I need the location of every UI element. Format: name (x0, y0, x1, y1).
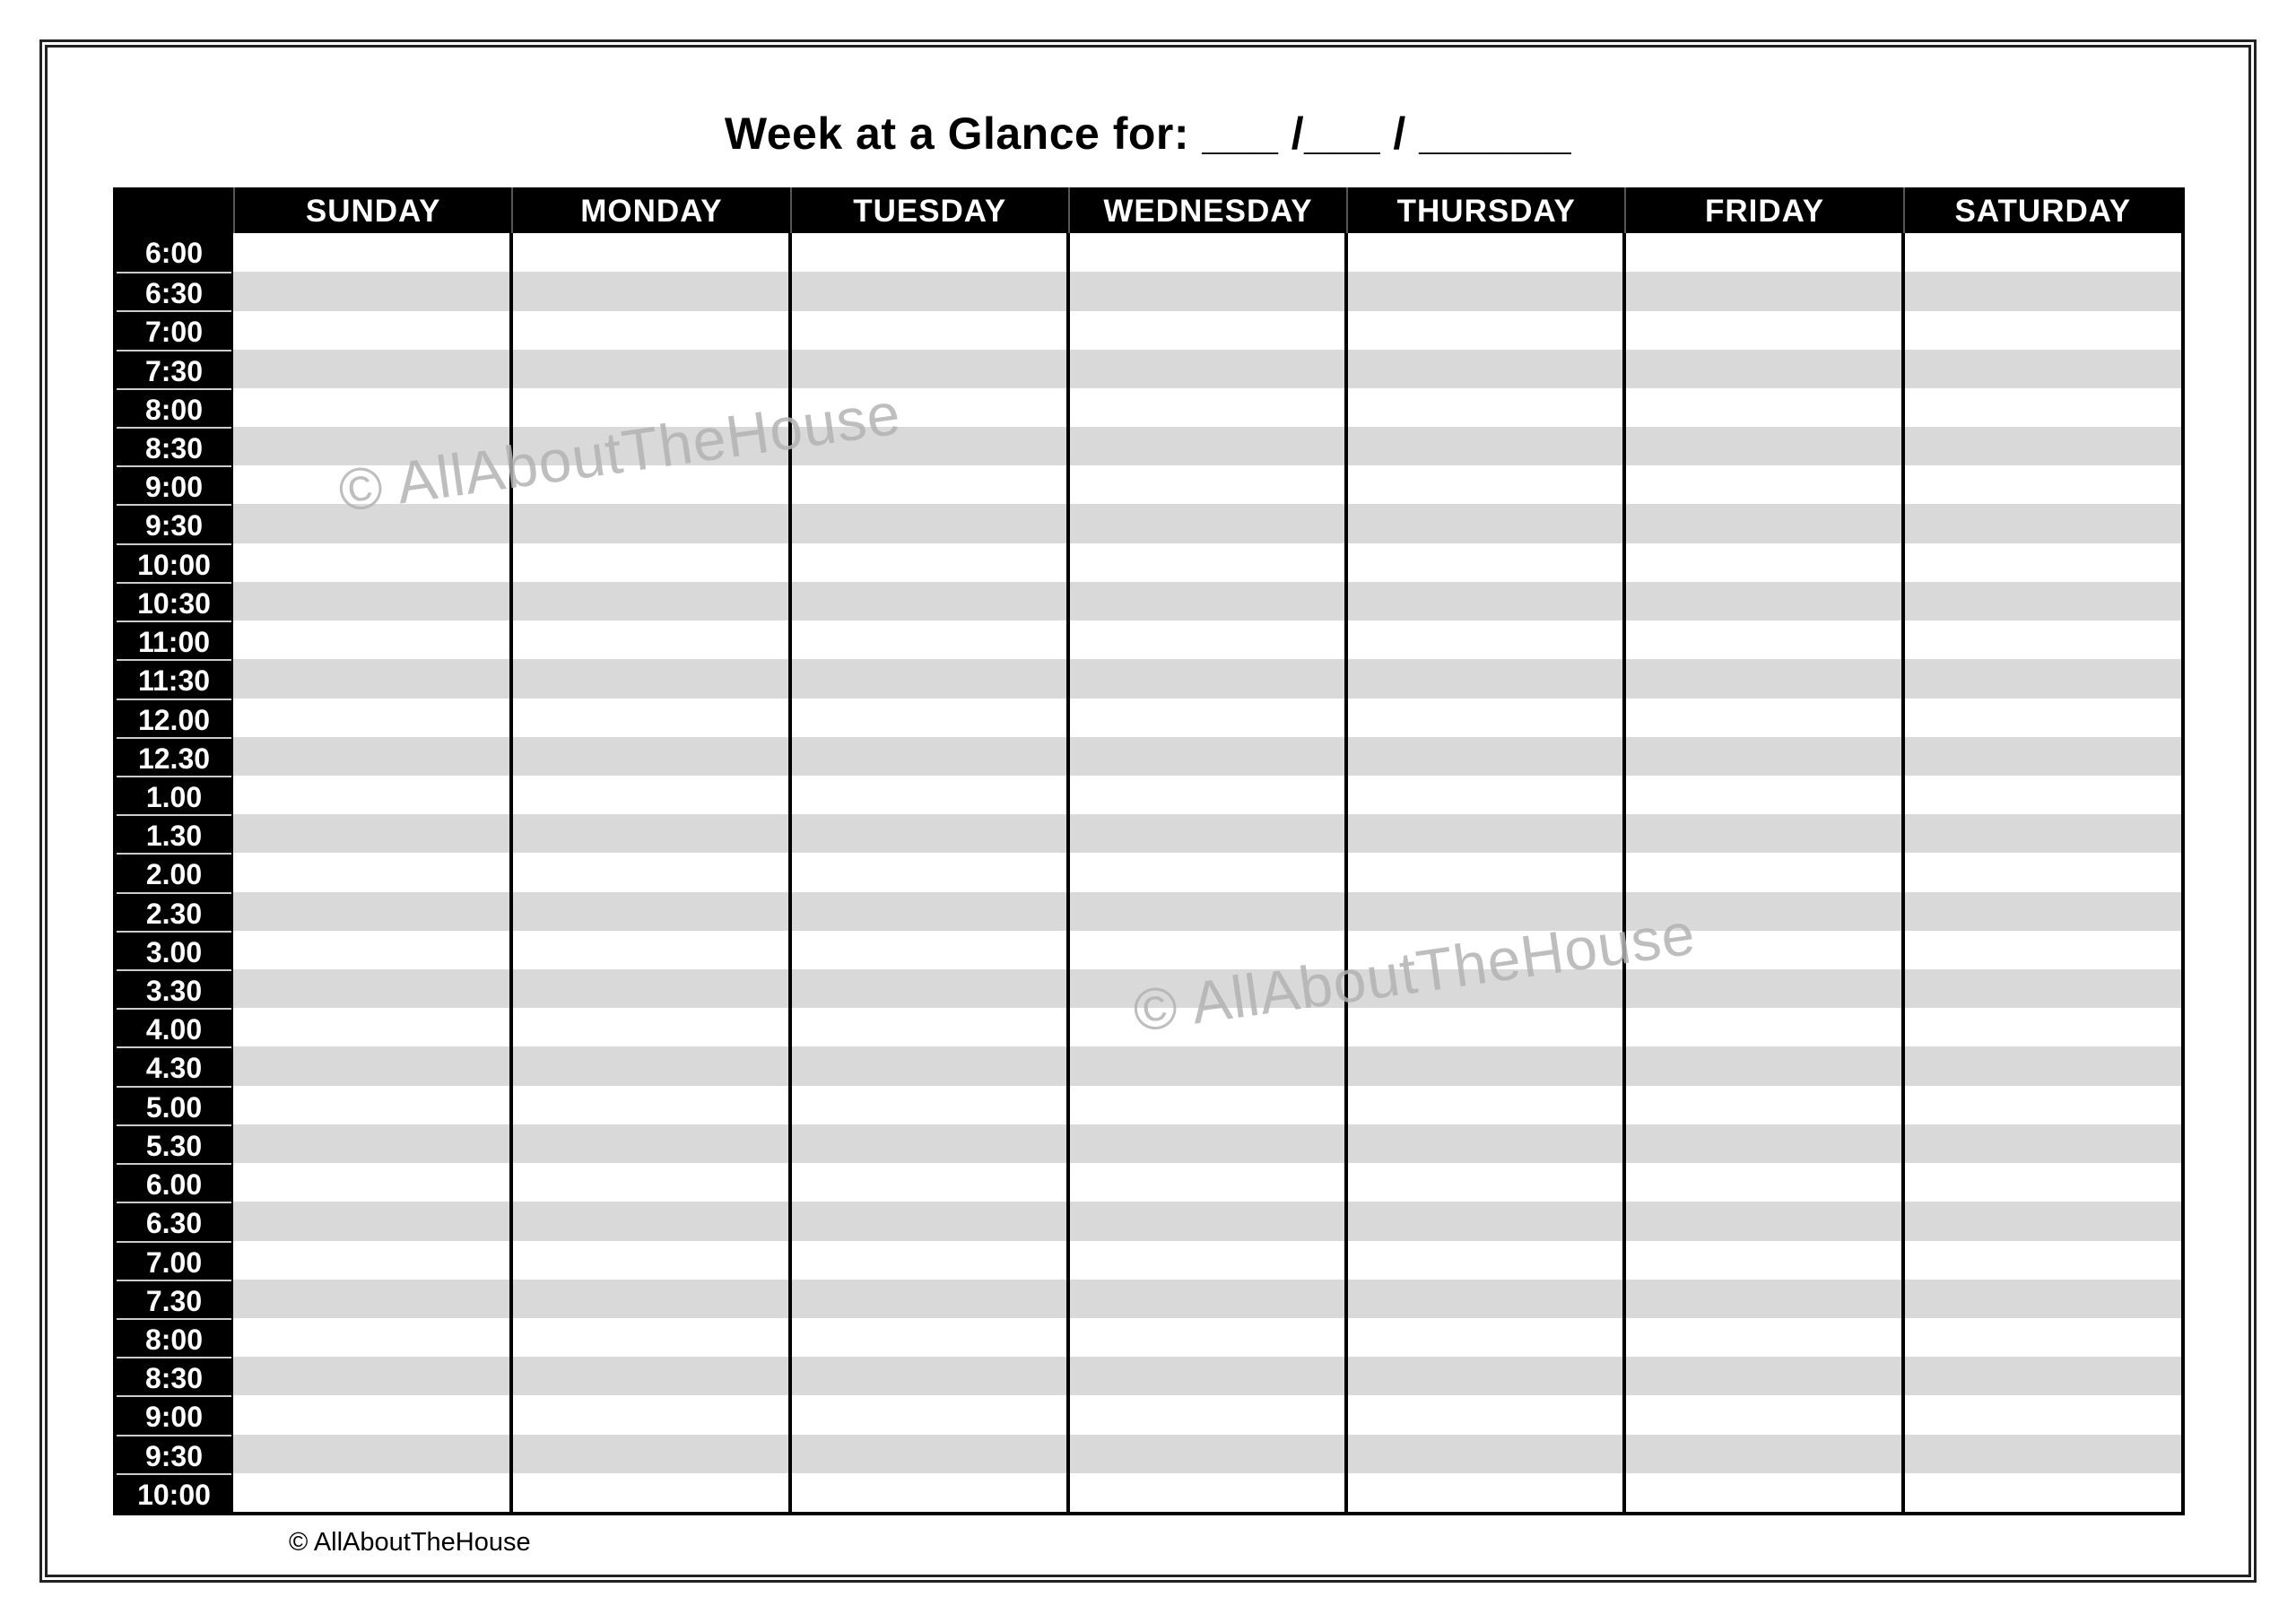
time-slot-row[interactable] (233, 1434, 2181, 1473)
time-label: 6.30 (117, 1202, 231, 1240)
time-slot-row[interactable] (233, 233, 2181, 272)
day-header-wednesday: WEDNESDAY (1067, 187, 1346, 233)
day-header-row: SUNDAY MONDAY TUESDAY WEDNESDAY THURSDAY FRID… (113, 187, 2185, 233)
time-label: 6:30 (117, 272, 231, 310)
time-label: 10:00 (117, 1472, 231, 1512)
time-slot-row[interactable] (233, 736, 2181, 777)
time-label: 4.00 (117, 1008, 231, 1046)
page-border-inner (45, 45, 2251, 1577)
day-header-sunday: SUNDAY (233, 187, 511, 233)
time-slot-row[interactable] (233, 504, 2181, 543)
time-slot-row[interactable] (233, 543, 2181, 582)
column-divider (787, 233, 792, 1512)
time-slot-row[interactable] (233, 1086, 2181, 1124)
time-slot-row[interactable] (233, 1279, 2181, 1319)
time-label: 2.30 (117, 891, 231, 931)
time-label: 1.30 (117, 814, 231, 853)
column-divider (1065, 233, 1070, 1512)
time-slot-row[interactable] (233, 427, 2181, 466)
time-label: 2.00 (117, 853, 231, 891)
time-slot-row[interactable] (233, 388, 2181, 427)
time-slot-row[interactable] (233, 1046, 2181, 1086)
day-header-tuesday: TUESDAY (789, 187, 1068, 233)
time-label: 9:00 (117, 465, 231, 504)
weekly-schedule-table: SUNDAY MONDAY TUESDAY WEDNESDAY THURSDAY FRID… (113, 187, 2185, 1515)
time-label: 5.00 (117, 1085, 231, 1124)
time-slot-row[interactable] (233, 1318, 2181, 1357)
time-slot-row[interactable] (233, 1202, 2181, 1241)
time-label: 7:30 (117, 349, 231, 388)
column-divider (1900, 233, 1905, 1512)
day-header-thursday: THURSDAY (1346, 187, 1624, 233)
column-divider (509, 233, 514, 1512)
page-title: Week at a Glance for: ___ /___ / ______ (724, 108, 1572, 159)
time-label: 7:00 (117, 310, 231, 349)
column-divider (1344, 233, 1349, 1512)
time-slot-row[interactable] (233, 699, 2181, 737)
column-divider (1622, 233, 1627, 1512)
time-slot-row[interactable] (233, 969, 2181, 1009)
time-label: 6:00 (144, 237, 204, 269)
time-label: 10:00 (117, 542, 231, 582)
time-slot-row[interactable] (233, 659, 2181, 699)
time-slot-row[interactable] (233, 1357, 2181, 1396)
time-slot-row[interactable] (233, 310, 2181, 349)
time-slot-row[interactable] (233, 272, 2181, 311)
time-slot-row[interactable] (233, 814, 2181, 854)
time-label: 9:30 (117, 504, 231, 542)
time-slot-row[interactable] (233, 1163, 2181, 1202)
time-slot-row[interactable] (233, 581, 2181, 621)
time-label: 3.00 (117, 930, 231, 969)
time-label: 7.30 (117, 1279, 231, 1318)
time-slot-row[interactable] (233, 1395, 2181, 1434)
time-label: 11:30 (117, 659, 231, 698)
time-label: 10:30 (117, 581, 231, 621)
time-slot-row[interactable] (233, 1241, 2181, 1280)
time-label: 12.30 (117, 736, 231, 776)
time-label: 11:00 (117, 621, 231, 659)
time-label: 1.00 (117, 775, 231, 814)
time-slot-row[interactable] (233, 931, 2181, 969)
time-slot-row[interactable] (233, 891, 2181, 931)
time-label: 4.30 (117, 1046, 231, 1085)
page-border-outer (39, 39, 2257, 1583)
time-slot-row[interactable] (233, 776, 2181, 814)
time-label: 8:00 (117, 387, 231, 427)
day-header-monday: MONDAY (511, 187, 789, 233)
time-slot-row[interactable] (233, 853, 2181, 891)
time-label: 8:30 (117, 1357, 231, 1395)
time-label: 9:30 (117, 1434, 231, 1473)
time-label: 3.30 (117, 969, 231, 1008)
time-label: 8:30 (117, 427, 231, 465)
day-header-saturday: SATURDAY (1902, 187, 2181, 233)
time-slot-row[interactable] (233, 621, 2181, 659)
time-label: 6.00 (117, 1163, 231, 1202)
time-slot-row[interactable] (233, 1124, 2181, 1164)
time-label: 8:00 (117, 1317, 231, 1357)
time-slot-row[interactable] (233, 349, 2181, 388)
time-label: 12.00 (117, 698, 231, 737)
copyright-footer: © AllAboutTheHouse (289, 1528, 531, 1557)
time-slot-row[interactable] (233, 1473, 2181, 1512)
day-header-friday: FRIDAY (1624, 187, 1902, 233)
time-label: 7.00 (117, 1240, 231, 1280)
schedule-grid (233, 233, 2181, 1512)
time-label: 5.30 (117, 1124, 231, 1163)
time-label: 9:00 (117, 1395, 231, 1434)
